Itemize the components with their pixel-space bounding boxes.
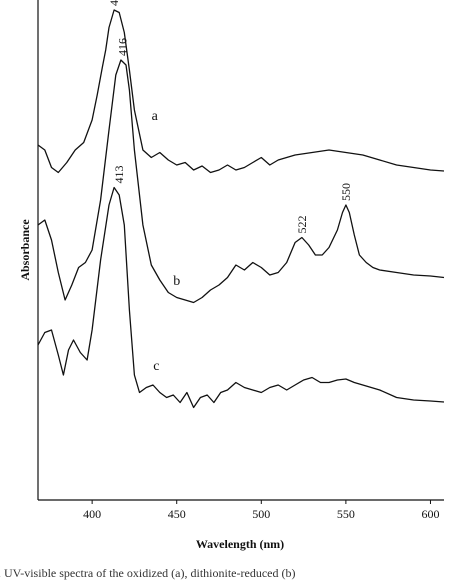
series-line-c [37,186,445,409]
figure-caption: 2. UV-visible spectra of the oxidized (a… [0,566,296,580]
peak-label: 522 [295,216,309,234]
series-lines [37,9,445,409]
curve-label-a: a [152,109,159,124]
series-line-a [37,9,445,174]
peak-label: 413 [112,166,126,184]
x-tick-label: 450 [168,507,186,521]
peak-label: 550 [339,183,353,201]
y-axis-title: Absorbance [18,219,32,281]
x-ticks: 400 450 500 550 600 [83,500,439,521]
peak-label: 408 [107,0,121,6]
peak-label: 416 [116,38,130,56]
curve-label-b: b [173,274,180,289]
axes [37,0,444,501]
x-tick-label: 600 [421,507,439,521]
peak-annotations: 408 416 522 550 413 [107,0,353,234]
x-tick-label: 550 [337,507,355,521]
curve-label-c: c [153,359,159,374]
x-tick-label: 500 [252,507,270,521]
curve-labels: a b c [152,109,181,374]
x-axis-title: Wavelength (nm) [196,537,284,551]
series-line-b [37,59,445,304]
x-tick-label: 400 [83,507,101,521]
